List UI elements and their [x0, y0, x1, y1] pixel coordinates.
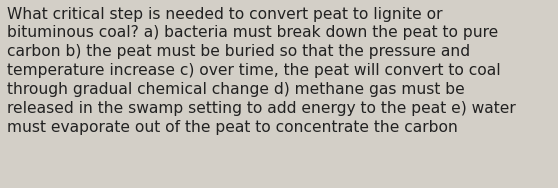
- Text: What critical step is needed to convert peat to lignite or
bituminous coal? a) b: What critical step is needed to convert …: [7, 7, 516, 135]
